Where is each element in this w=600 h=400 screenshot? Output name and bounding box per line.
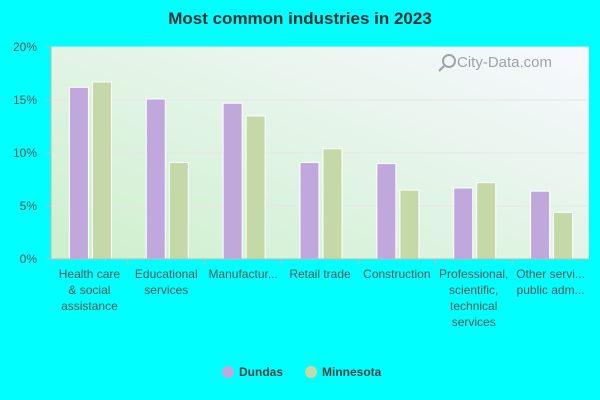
chart-title: Most common industries in 2023 [168,9,432,28]
watermark-magnifier-handle [438,65,445,72]
bar-minnesota[interactable] [91,81,112,260]
bar-dundas[interactable] [68,86,89,260]
x-category-label: Manufactur... [208,267,277,281]
y-tick-label: 15% [13,93,37,107]
bar-dundas[interactable] [453,187,474,260]
x-category-label: Health care & social assistance [59,267,121,313]
bar-dundas[interactable] [376,163,397,260]
bar-dundas[interactable] [530,190,551,260]
bar-dundas[interactable] [222,102,243,260]
watermark-text: City-Data.com [457,54,552,71]
bar-dundas[interactable] [145,98,166,260]
legend-swatch-dundas [222,366,234,378]
watermark-magnifier-icon [442,54,456,68]
bar-minnesota[interactable] [476,182,497,260]
legend-label-minnesota: Minnesota [322,365,382,379]
watermark: City-Data.com [438,54,552,72]
x-category-label: Professional, scientific, technical service… [439,267,508,329]
y-tick-label: 0% [20,252,38,266]
legend-swatch-minnesota [305,366,317,378]
x-category-label: Other servi... public adm... [516,267,585,297]
gridlines [51,46,589,207]
y-tick-label: 10% [13,146,37,160]
axes [46,46,589,265]
x-category-label: Retail trade [289,267,351,281]
bar-minnesota[interactable] [553,211,574,260]
x-category-labels: Health care & social assistance Educational… [59,267,585,329]
bars [68,81,574,260]
x-category-label: Construction [363,267,430,281]
bar-minnesota[interactable] [322,148,343,260]
y-tick-label: 5% [20,199,38,213]
bar-minnesota[interactable] [245,115,266,260]
legend-label-dundas: Dundas [239,365,283,379]
y-tick-labels: 0% 5% 10% 15% 20% [13,40,37,266]
legend: Dundas Minnesota [222,365,382,379]
bar-minnesota[interactable] [399,189,420,260]
bar-dundas[interactable] [299,162,320,260]
y-tick-label: 20% [13,40,37,54]
bar-minnesota[interactable] [168,162,189,260]
x-category-label: Educational services [135,267,198,297]
